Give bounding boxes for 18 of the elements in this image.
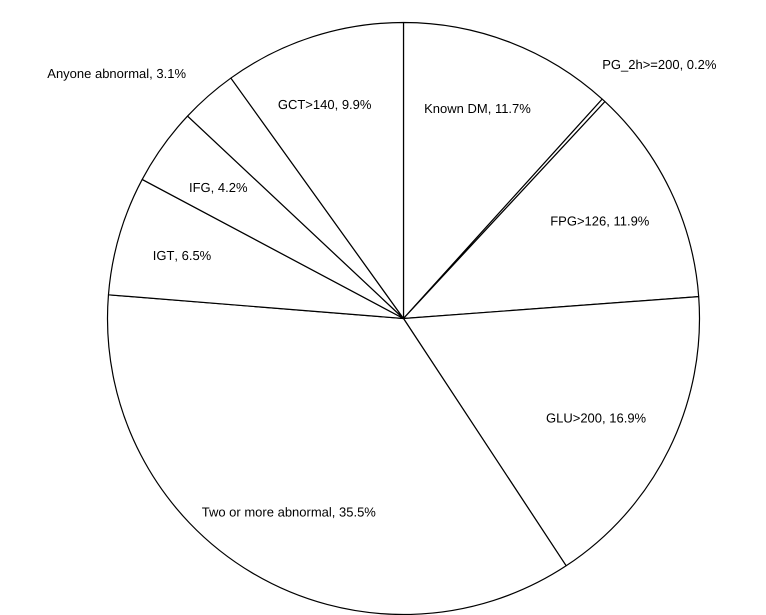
slice-label: Anyone abnormal [47,66,150,82]
slice-label: Two or more abnormal [202,504,332,520]
data-label: , 3.1% [149,66,186,82]
slice-label: GCT>140 [278,96,335,112]
slice-label: PG_2h>=200 [602,56,680,72]
slice-label: GLU>200 [546,410,602,426]
data-label: , 16.9% [602,410,647,426]
data-label: , 11.7% [488,101,532,116]
slice-label: IGT [152,248,174,263]
data-label: , 9.9% [334,96,372,112]
data-label: , 6.5% [174,248,212,263]
data-label: , 11.9% [606,214,650,229]
slice-label: Known DM [424,101,488,116]
slice-label: FPG>126 [550,214,606,229]
data-label: , 0.2% [680,56,717,72]
data-label: , 4.2% [210,180,248,196]
slice-label: IFG [188,180,211,196]
data-label: , 35.5% [332,504,376,520]
